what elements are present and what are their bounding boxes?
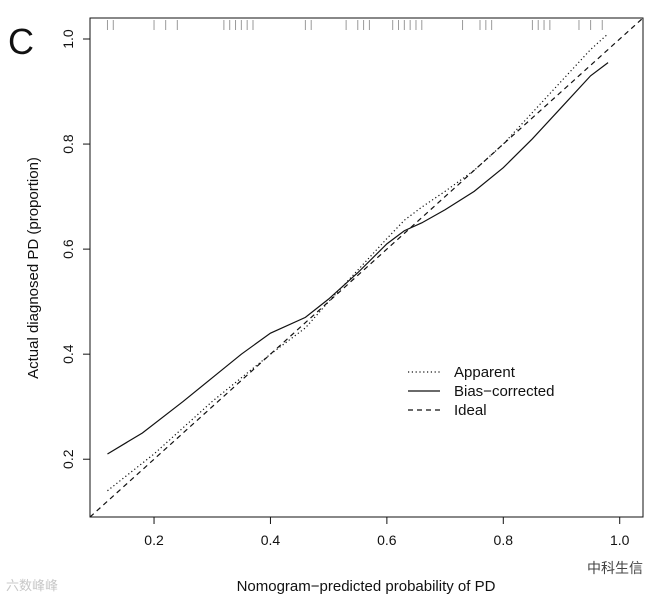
legend: Apparent Bias−corrected Ideal	[408, 364, 554, 419]
watermark-left: 六数峰峰	[6, 578, 59, 593]
y-axis-title: Actual diagnosed PD (proportion)	[25, 157, 42, 379]
x-axis-title: Nomogram−predicted probability of PD	[237, 578, 496, 595]
rug-ticks	[106, 20, 603, 30]
series-line-ideal	[90, 18, 643, 517]
legend-label: Ideal	[454, 402, 487, 419]
y-tick-label: 0.6	[60, 239, 76, 259]
y-tick-label: 0.8	[60, 134, 76, 154]
x-tick-label: 0.4	[261, 532, 281, 548]
panel-label: C	[8, 21, 34, 62]
x-tick-label: 1.0	[610, 532, 630, 548]
x-tick-label: 0.8	[494, 532, 514, 548]
legend-label: Bias−corrected	[454, 383, 554, 400]
series-layer	[90, 18, 643, 517]
series-line-apparent	[107, 33, 609, 492]
plot-frame	[89, 17, 644, 518]
x-tick-label: 0.6	[377, 532, 397, 548]
x-tick-label: 0.2	[144, 532, 164, 548]
y-tick-label: 0.2	[60, 449, 76, 469]
legend-label: Apparent	[454, 364, 516, 381]
y-axis: 0.2 0.4 0.6 0.8 1.0	[60, 29, 90, 469]
x-axis: 0.2 0.4 0.6 0.8 1.0	[144, 517, 630, 548]
series-line-bias-corrected	[107, 62, 609, 455]
y-tick-label: 1.0	[60, 29, 76, 49]
y-tick-label: 0.4	[60, 344, 76, 364]
watermark-right: 中科生信	[587, 560, 643, 576]
